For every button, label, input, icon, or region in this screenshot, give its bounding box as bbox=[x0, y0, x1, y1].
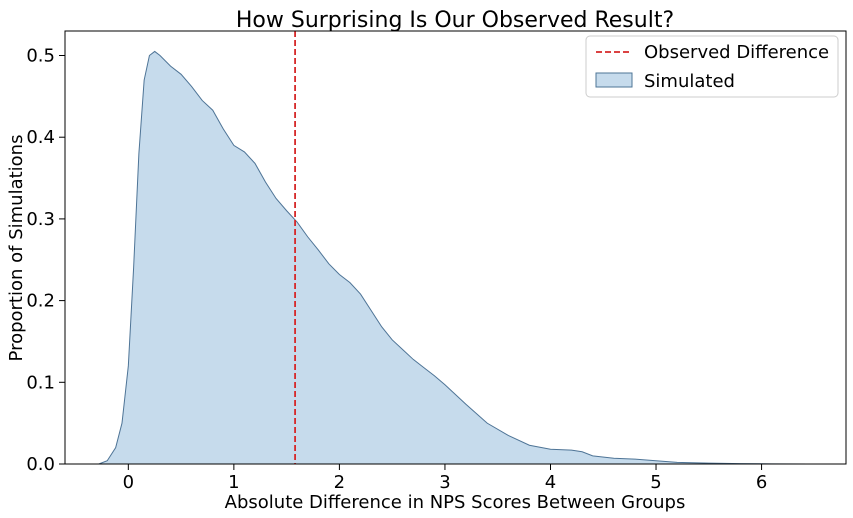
y-tick-label: 0.0 bbox=[26, 454, 55, 475]
y-axis-ticks: 0.0 0.1 0.2 0.3 0.4 0.5 bbox=[26, 46, 65, 475]
legend-box bbox=[585, 35, 839, 98]
x-tick-label: 6 bbox=[756, 472, 767, 493]
x-tick-label: 1 bbox=[228, 472, 239, 493]
x-axis-ticks: 0 1 2 3 4 5 6 bbox=[123, 464, 767, 493]
x-tick-label: 2 bbox=[334, 472, 345, 493]
x-tick-label: 0 bbox=[123, 472, 134, 493]
chart-title: How Surprising Is Our Observed Result? bbox=[236, 8, 674, 33]
plot-frame bbox=[64, 30, 847, 465]
legend-simulated-swatch bbox=[595, 72, 633, 88]
x-tick-label: 5 bbox=[650, 472, 661, 493]
y-tick-label: 0.4 bbox=[26, 127, 55, 148]
x-tick-label: 4 bbox=[545, 472, 556, 493]
simulated-density-line bbox=[98, 50, 810, 465]
simulated-density-area bbox=[98, 51, 810, 465]
y-tick-label: 0.2 bbox=[26, 291, 55, 312]
x-axis-label: Absolute Difference in NPS Scores Betwee… bbox=[225, 492, 686, 513]
plot-area bbox=[98, 31, 810, 465]
legend-simulated-label: Simulated bbox=[644, 71, 735, 92]
y-tick-label: 0.5 bbox=[26, 46, 55, 67]
legend-observed-label: Observed Difference bbox=[644, 42, 829, 63]
x-tick-label: 3 bbox=[439, 472, 450, 493]
legend: Observed Difference Simulated bbox=[585, 35, 839, 98]
y-axis-label: Proportion of Simulations bbox=[6, 135, 27, 362]
y-tick-label: 0.3 bbox=[26, 209, 55, 230]
y-tick-label: 0.1 bbox=[26, 372, 55, 393]
